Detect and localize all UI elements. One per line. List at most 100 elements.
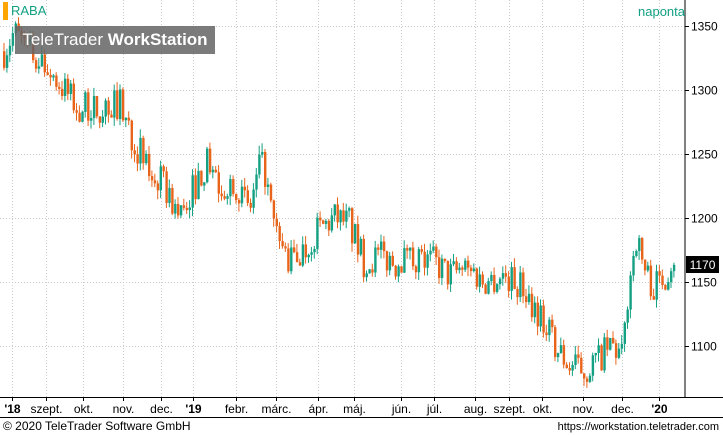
candle <box>177 197 180 219</box>
candle <box>432 240 435 254</box>
candle <box>171 183 174 216</box>
y-tick-label: 1100 <box>691 340 717 354</box>
candle <box>264 148 267 195</box>
source-url[interactable]: https://workstation.teletrader.com <box>557 421 719 433</box>
x-tick-label: nov. <box>573 402 595 416</box>
candle <box>423 243 426 276</box>
x-tick-label: nov. <box>113 402 135 416</box>
candle <box>278 222 281 249</box>
candle <box>449 258 452 293</box>
brand-bold: WorkStation <box>107 30 208 49</box>
candle <box>652 288 655 300</box>
plot-area <box>0 0 685 397</box>
candle <box>281 233 284 249</box>
candle <box>313 245 316 259</box>
candle <box>643 259 647 276</box>
candle <box>284 242 287 252</box>
candle <box>133 144 136 163</box>
candle <box>394 264 397 280</box>
candle <box>493 267 496 295</box>
candle <box>8 39 12 63</box>
candle <box>617 342 621 360</box>
candle <box>3 42 6 71</box>
last-price-marker: 1170 <box>686 256 719 273</box>
candle <box>162 164 165 178</box>
candle <box>156 180 160 200</box>
candle <box>516 286 519 305</box>
candle <box>588 373 592 384</box>
candle <box>438 249 441 284</box>
x-tick-label: febr. <box>225 402 248 416</box>
candle <box>490 271 493 286</box>
candle <box>272 199 276 227</box>
candle <box>440 254 444 286</box>
candle <box>95 95 99 119</box>
candle <box>324 218 328 230</box>
candle <box>469 264 473 277</box>
candle <box>174 199 177 219</box>
x-tick-label: júl. <box>426 402 442 416</box>
candle <box>214 166 218 173</box>
candle <box>188 200 191 219</box>
candle <box>519 265 522 302</box>
candle <box>667 277 670 291</box>
candle <box>522 267 525 304</box>
candle <box>510 261 513 300</box>
candle <box>649 259 653 301</box>
candle <box>542 299 545 338</box>
candle <box>63 73 67 102</box>
candle <box>110 110 113 118</box>
x-tick-label: dec. <box>150 402 173 416</box>
candle <box>670 267 673 289</box>
x-tick-label: ápr. <box>308 402 328 416</box>
candle <box>127 111 131 126</box>
candle <box>229 174 232 206</box>
candle <box>467 255 470 277</box>
candle <box>197 162 200 200</box>
candle <box>342 202 345 226</box>
candle <box>484 283 487 295</box>
candle <box>150 170 154 187</box>
candle <box>243 178 247 198</box>
candle <box>235 193 238 204</box>
candle <box>249 198 252 213</box>
candle <box>527 285 531 305</box>
candle <box>113 84 116 126</box>
candle <box>46 64 49 76</box>
candle <box>72 78 75 114</box>
candle <box>121 87 125 123</box>
candle <box>620 334 624 355</box>
candle <box>556 352 560 363</box>
candle <box>333 203 336 222</box>
candle <box>507 271 510 298</box>
candle <box>49 68 52 86</box>
copyright-text: © 2020 TeleTrader Software GmbH <box>3 419 191 433</box>
candle <box>232 175 235 197</box>
x-tick-label: szept. <box>493 402 525 416</box>
x-tick-label: márc. <box>262 402 292 416</box>
candle <box>142 135 145 170</box>
candle <box>513 258 516 290</box>
candle <box>139 129 142 171</box>
candle <box>435 243 438 266</box>
candle <box>478 266 481 293</box>
candle <box>298 258 302 266</box>
candle <box>458 262 461 274</box>
candle <box>498 276 502 290</box>
candle <box>600 343 603 371</box>
candle <box>356 215 360 263</box>
candle <box>37 58 41 74</box>
candle <box>382 236 386 259</box>
candle <box>406 244 409 259</box>
x-tick-label: '19 <box>185 402 202 416</box>
candle <box>629 271 632 319</box>
candle <box>203 182 206 191</box>
candle <box>626 306 629 329</box>
candles <box>3 17 676 388</box>
candle <box>34 57 38 73</box>
candle <box>255 167 258 198</box>
candle <box>310 246 313 262</box>
candle <box>119 84 122 126</box>
y-tick-label: 1250 <box>691 148 718 162</box>
candle <box>443 258 447 263</box>
